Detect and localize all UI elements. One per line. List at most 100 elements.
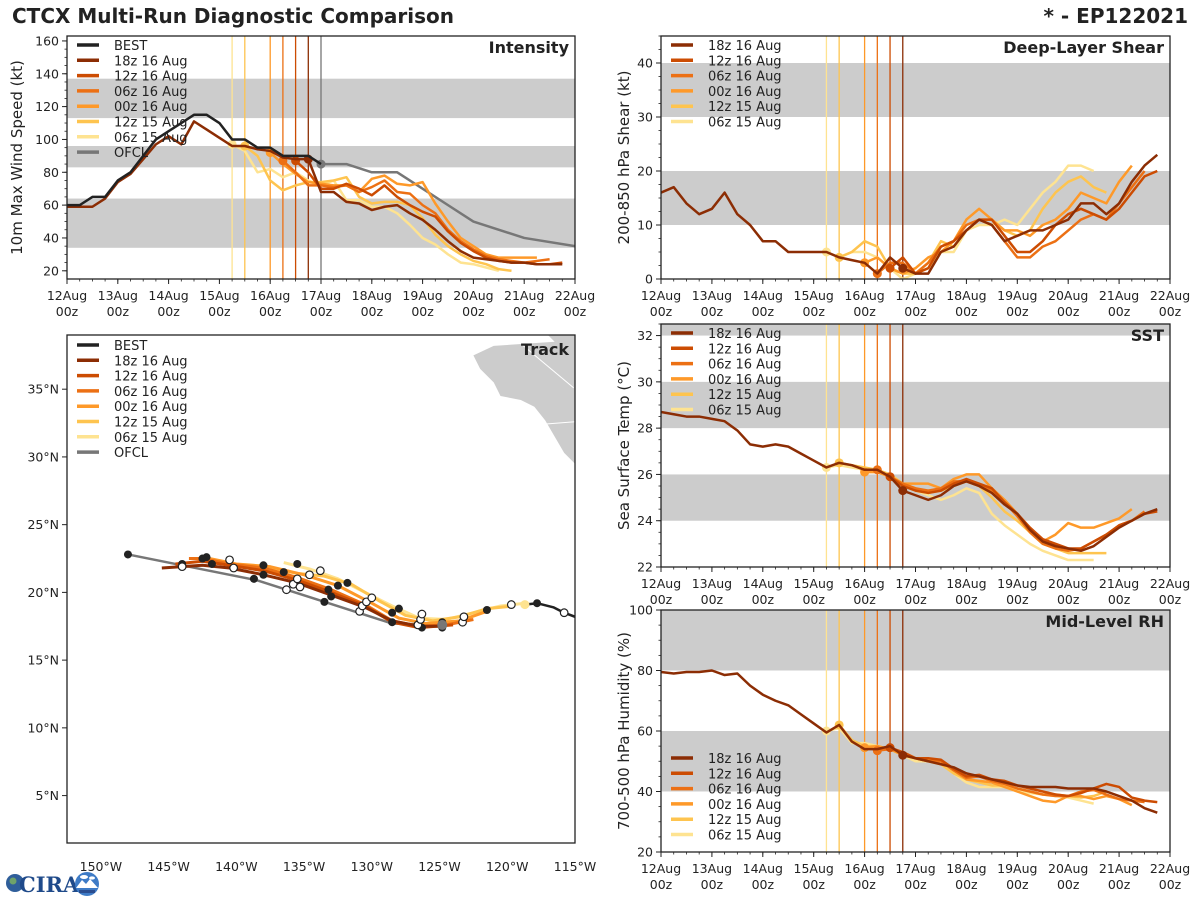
- x-tick-label-hour: 00z: [955, 592, 978, 607]
- panel-title: Intensity: [489, 38, 570, 57]
- chart-track: 5°N 10°N 15°N 20°N 25°N 30°N 35°N 150°W 145°W 140…: [27, 334, 596, 874]
- track-point-filled: [123, 550, 132, 559]
- init-marker-18z-16-aug: [898, 750, 908, 760]
- x-tick-label: 20Aug: [1048, 576, 1088, 591]
- track-point-open: [459, 612, 469, 622]
- track-point-filled: [333, 581, 342, 590]
- legend-item-00z-16-aug: 00z 16 Aug: [77, 400, 188, 415]
- x-tick-label-hour: 00z: [904, 877, 927, 892]
- y-tick-label: 20: [43, 263, 59, 278]
- legend-item-12z-16-aug: 12z 16 Aug: [77, 70, 188, 85]
- series-line-12z-16-aug: [889, 169, 1158, 275]
- y-tick-label: 30: [637, 110, 653, 125]
- x-tick-label-hour: 00z: [701, 877, 724, 892]
- y-tick-label: 40: [43, 230, 59, 245]
- series-line-ofcl: [321, 162, 575, 248]
- x-tick-label-hour: 00z: [853, 304, 876, 319]
- track-point-filled: [259, 561, 268, 570]
- y-tick-label: 140: [35, 66, 59, 81]
- x-tick-label-hour: 00z: [1006, 592, 1029, 607]
- x-tick-label: 18Aug: [946, 576, 986, 591]
- x-tick-label-hour: 00z: [1057, 592, 1080, 607]
- init-marker-18z-16-aug: [898, 263, 908, 273]
- x-tick-label: 12Aug: [641, 576, 681, 591]
- x-tick-label-hour: 00z: [701, 592, 724, 607]
- y-tick-label: 0: [645, 272, 653, 287]
- legend-label: OFCL: [114, 446, 149, 461]
- y-tick-label: 15°N: [27, 653, 59, 668]
- x-tick-label-hour: 00z: [310, 304, 333, 319]
- x-tick-label-hour: 00z: [853, 592, 876, 607]
- legend-label: 06z 16 Aug: [708, 70, 782, 85]
- track-point-open: [295, 582, 305, 592]
- storm-id: * - EP122021: [1043, 4, 1188, 28]
- country-border: [541, 421, 575, 425]
- track-point-open: [292, 574, 302, 584]
- x-tick-label-hour: 00z: [1159, 877, 1182, 892]
- x-tick-label-hour: 00z: [1159, 304, 1182, 319]
- legend-label: 12z 15 Aug: [708, 388, 782, 403]
- legend-item-00z-16-aug: 00z 16 Aug: [671, 798, 782, 813]
- series-line-06z-15-aug: [825, 164, 1095, 279]
- x-tick-label: 12Aug: [47, 288, 87, 303]
- track-point-filled: [394, 604, 403, 613]
- series-line-18z-16-aug: [661, 669, 1158, 814]
- x-tick-label: 12Aug: [641, 861, 681, 876]
- legend-label: 06z 16 Aug: [708, 358, 782, 373]
- x-tick-label: 17Aug: [301, 288, 341, 303]
- legend-item-12z-15-aug: 12z 15 Aug: [77, 116, 188, 131]
- x-tick-label-hour: 00z: [752, 592, 775, 607]
- legend-item-12z-16-aug: 12z 16 Aug: [671, 54, 782, 69]
- series-line-best: [67, 113, 322, 207]
- y-tick-label: 100: [629, 603, 653, 618]
- legend-item-best: BEST: [77, 39, 147, 54]
- legend-item-06z-16-aug: 06z 16 Aug: [671, 70, 782, 85]
- legend-item-06z-16-aug: 06z 16 Aug: [77, 385, 188, 400]
- cira-logo-icon: CIRA: [6, 872, 99, 897]
- y-tick-label: 10: [637, 218, 653, 233]
- series-line-18z-16-aug: [661, 153, 1159, 275]
- shaded-band: [661, 63, 1170, 117]
- cira-logo-text: CIRA: [19, 872, 80, 897]
- y-tick-label: 40: [637, 56, 653, 71]
- y-tick-label: 30: [637, 374, 653, 389]
- legend-item-18z-16-aug: 18z 16 Aug: [671, 39, 782, 54]
- x-tick-label: 17Aug: [895, 576, 935, 591]
- x-tick-label-hour: 00z: [1057, 877, 1080, 892]
- x-tick-label-hour: 00z: [1057, 304, 1080, 319]
- legend-label: 12z 16 Aug: [708, 342, 782, 357]
- x-tick-label: 21Aug: [1099, 288, 1139, 303]
- plot-area: [67, 36, 575, 279]
- legend-item-18z-16-aug: 18z 16 Aug: [77, 54, 188, 69]
- y-tick-label: 24: [637, 513, 653, 528]
- series-line-06z-15-aug: [231, 143, 500, 273]
- legend-item-18z-16-aug: 18z 16 Aug: [77, 354, 188, 369]
- legend-item-06z-16-aug: 06z 16 Aug: [671, 358, 782, 373]
- legend-item-06z-16-aug: 06z 16 Aug: [671, 783, 782, 798]
- legend-label: 06z 15 Aug: [114, 131, 188, 146]
- x-tick-label: 16Aug: [844, 576, 884, 591]
- x-tick-label: 18Aug: [946, 861, 986, 876]
- track-point-filled: [388, 618, 397, 627]
- init-marker-12z-16-aug: [885, 263, 895, 273]
- legend-item-06z-15-aug: 06z 15 Aug: [77, 131, 188, 146]
- track-point-filled: [293, 559, 302, 568]
- x-tick-label: 21Aug: [504, 288, 544, 303]
- panel-title: Deep-Layer Shear: [1003, 38, 1164, 57]
- legend-label: 18z 16 Aug: [708, 39, 782, 54]
- track-point-filled: [279, 568, 288, 577]
- legend-item-12z-15-aug: 12z 15 Aug: [77, 416, 188, 431]
- series-line-00z-16-aug: [269, 151, 537, 259]
- y-tick-label: 80: [637, 663, 653, 678]
- x-tick-label: 20Aug: [1048, 861, 1088, 876]
- track-point-open: [229, 563, 239, 573]
- legend-label: 06z 15 Aug: [708, 116, 782, 131]
- x-tick-label: 135°W: [283, 859, 325, 874]
- track-point-filled: [259, 570, 268, 579]
- legend-item-ofcl: OFCL: [77, 146, 149, 161]
- series-line-18z-16-aug: [661, 410, 1158, 553]
- plot-area: [661, 36, 1170, 279]
- plot-area: [123, 335, 575, 632]
- main-title: CTCX Multi-Run Diagnostic Comparison: [12, 4, 454, 28]
- x-tick-label: 15Aug: [199, 288, 239, 303]
